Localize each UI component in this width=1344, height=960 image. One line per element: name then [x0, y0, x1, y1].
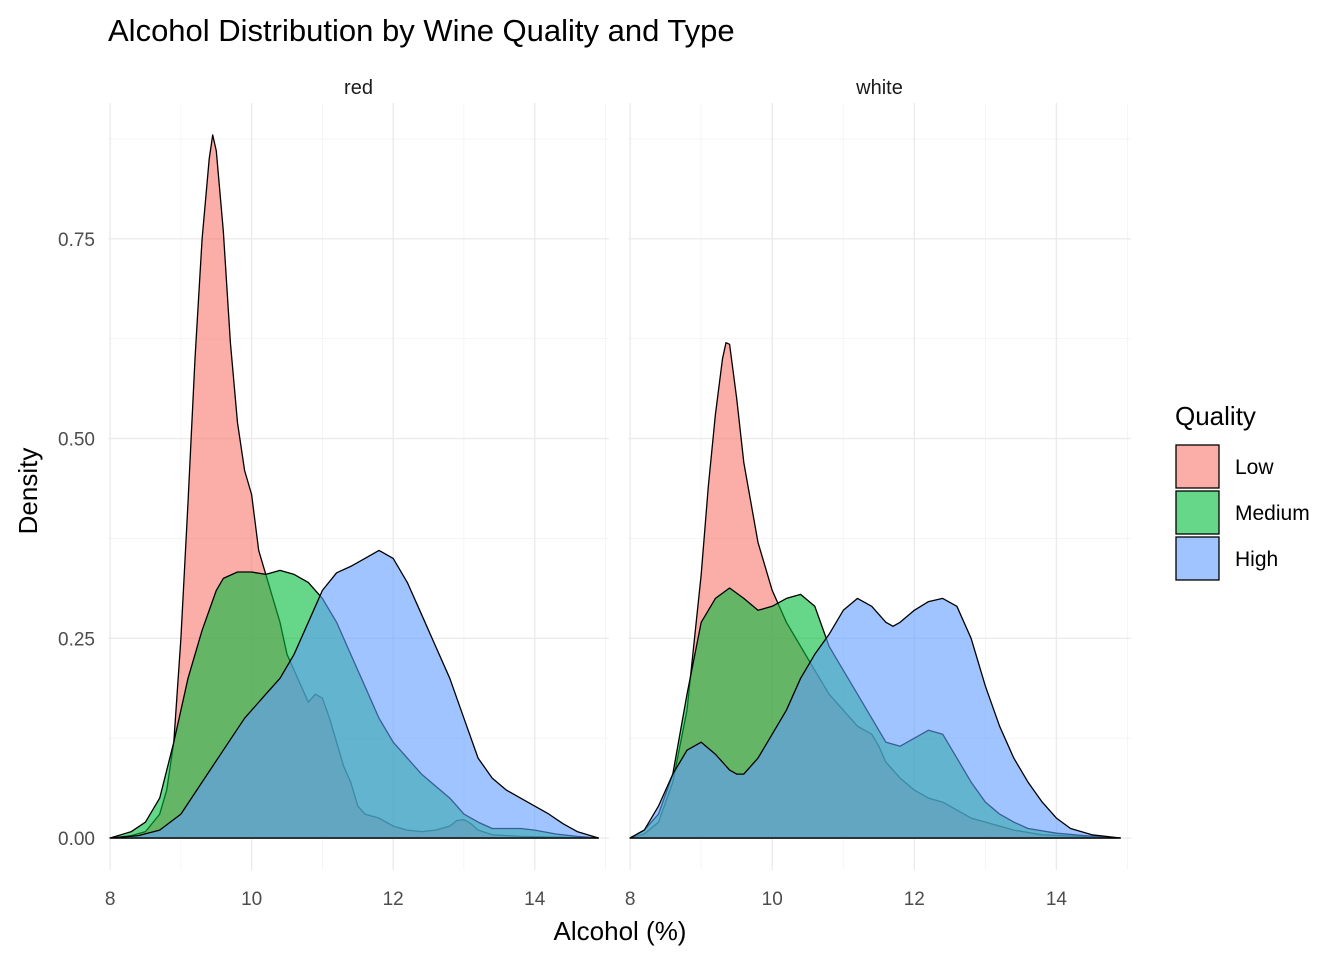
facet-strip-label-white: white	[855, 77, 903, 99]
legend-label-low: Low	[1235, 456, 1274, 479]
legend-item-high: High	[1175, 536, 1278, 581]
facet-panels: red 8 10 12 14 white 8 10 12 14	[105, 77, 1131, 910]
legend-key-medium	[1175, 490, 1220, 535]
legend-title: Quality	[1175, 401, 1256, 431]
x-tick-label: 12	[383, 889, 404, 910]
facet-strip-label-red: red	[344, 77, 373, 99]
legend: Quality Low Medium High	[1175, 401, 1310, 581]
legend-key-low	[1175, 444, 1220, 489]
chart-title: Alcohol Distribution by Wine Quality and…	[108, 13, 735, 48]
y-tick-label: 0.50	[58, 430, 95, 451]
y-axis: 0.00 0.25 0.50 0.75	[58, 230, 95, 850]
legend-label-medium: Medium	[1235, 502, 1310, 525]
y-tick-label: 0.25	[58, 629, 95, 650]
density-area-red-high	[109, 549, 600, 839]
facet-panel-red: red 8 10 12 14	[105, 77, 609, 910]
x-tick-label: 14	[1046, 889, 1068, 910]
y-axis-title: Density	[13, 448, 43, 535]
x-tick-label: 14	[524, 889, 546, 910]
x-tick-label: 10	[241, 889, 262, 910]
legend-item-medium: Medium	[1175, 490, 1310, 535]
y-tick-label: 0.00	[58, 829, 95, 850]
x-tick-label: 8	[105, 889, 116, 910]
density-area-white-high	[629, 597, 1121, 839]
x-tick-label: 8	[625, 889, 636, 910]
x-tick-label: 10	[762, 889, 783, 910]
legend-item-low: Low	[1175, 444, 1274, 489]
x-tick-label: 12	[904, 889, 925, 910]
y-tick-label: 0.75	[58, 230, 95, 251]
facet-panel-white: white 8 10 12 14	[625, 77, 1131, 910]
x-axis-title: Alcohol (%)	[554, 916, 687, 946]
legend-label-high: High	[1235, 548, 1278, 571]
legend-key-high	[1175, 536, 1220, 581]
